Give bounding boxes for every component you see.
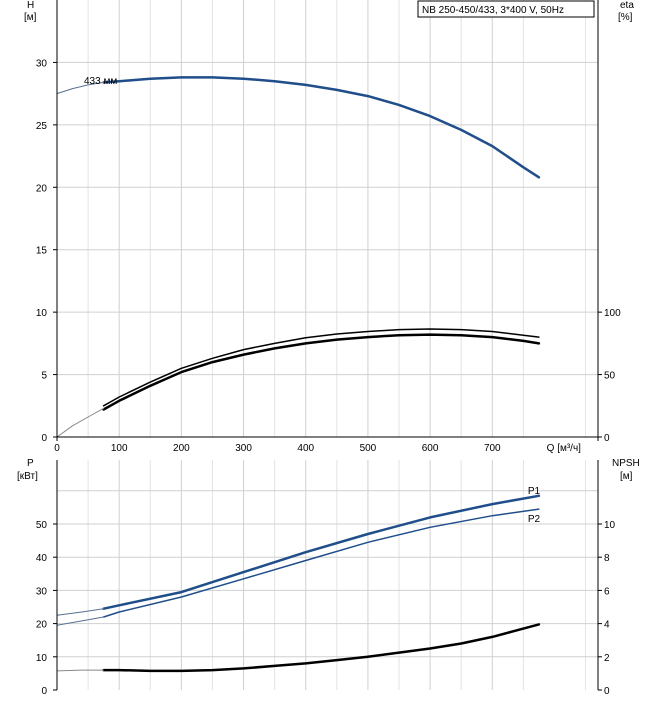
top-left-tick-label: 30 [36,58,48,69]
bottom-right-tick-label: 0 [604,686,610,697]
bottom-series-P1 [102,494,541,610]
top-series-eta-ext [56,407,105,438]
title-box [417,0,595,18]
top-series-eta-2 [102,328,540,407]
top-x-axis-label: Q [м³/ч] [547,443,582,454]
top-left-tick-label: 5 [41,371,47,382]
top-x-tick-label: 0 [54,443,60,454]
top-right-axis-title: eta [620,0,634,11]
bottom-left-tick-label: 30 [36,586,48,597]
bottom-series-NPSH-ext [56,669,105,672]
top-series-H [102,76,541,179]
series-label-p1: P1 [528,486,541,497]
top-x-tick-label: 100 [111,443,128,454]
bottom-right-axis-title: NPSH [612,458,640,469]
top-x-tick-label: 300 [235,443,252,454]
bottom-right-tick-label: 10 [604,520,616,531]
top-left-tick-label: 25 [36,121,48,132]
top-left-tick-label: 15 [36,246,48,257]
top-left-axis-unit: [м] [24,12,37,23]
bottom-left-axis-title: P [27,458,34,469]
bottom-right-tick-label: 6 [604,586,610,597]
top-right-tick-label: 0 [604,433,610,444]
top-left-tick-label: 10 [36,308,48,319]
bottom-left-tick-label: 50 [36,520,48,531]
top-series-H-ext [56,81,105,95]
bottom-series-NPSH [102,623,541,673]
top-series-eta-1 [102,333,541,411]
bottom-right-axis-unit: [м] [620,471,633,482]
bottom-right-tick-label: 8 [604,553,610,564]
bottom-left-tick-label: 10 [36,653,48,664]
top-x-tick-label: 700 [484,443,501,454]
top-right-tick-label: 100 [604,308,621,319]
bottom-left-axis-unit: [кВт] [17,471,38,482]
top-left-tick-label: 0 [41,433,47,444]
top-right-axis-unit: [%] [618,12,633,23]
bottom-left-tick-label: 20 [36,620,48,631]
bottom-right-tick-label: 4 [604,620,610,631]
top-x-tick-label: 500 [360,443,377,454]
bottom-left-tick-label: 0 [41,686,47,697]
bottom-series-P2-ext [56,616,105,626]
top-x-tick-label: 400 [297,443,314,454]
bottom-series-P2 [102,508,540,618]
series-label-p2: P2 [528,514,541,525]
top-left-tick-label: 20 [36,183,48,194]
impeller-size-annotation: 433 мм [84,76,117,87]
top-left-axis-title: H [27,0,34,11]
bottom-left-tick-label: 40 [36,553,48,564]
top-x-tick-label: 200 [173,443,190,454]
bottom-series-P1-ext [56,608,105,616]
top-right-tick-label: 50 [604,371,616,382]
title-box-text: NB 250-450/433, 3*400 V, 50Hz [422,5,564,16]
bottom-right-tick-label: 2 [604,653,610,664]
top-x-tick-label: 600 [422,443,439,454]
